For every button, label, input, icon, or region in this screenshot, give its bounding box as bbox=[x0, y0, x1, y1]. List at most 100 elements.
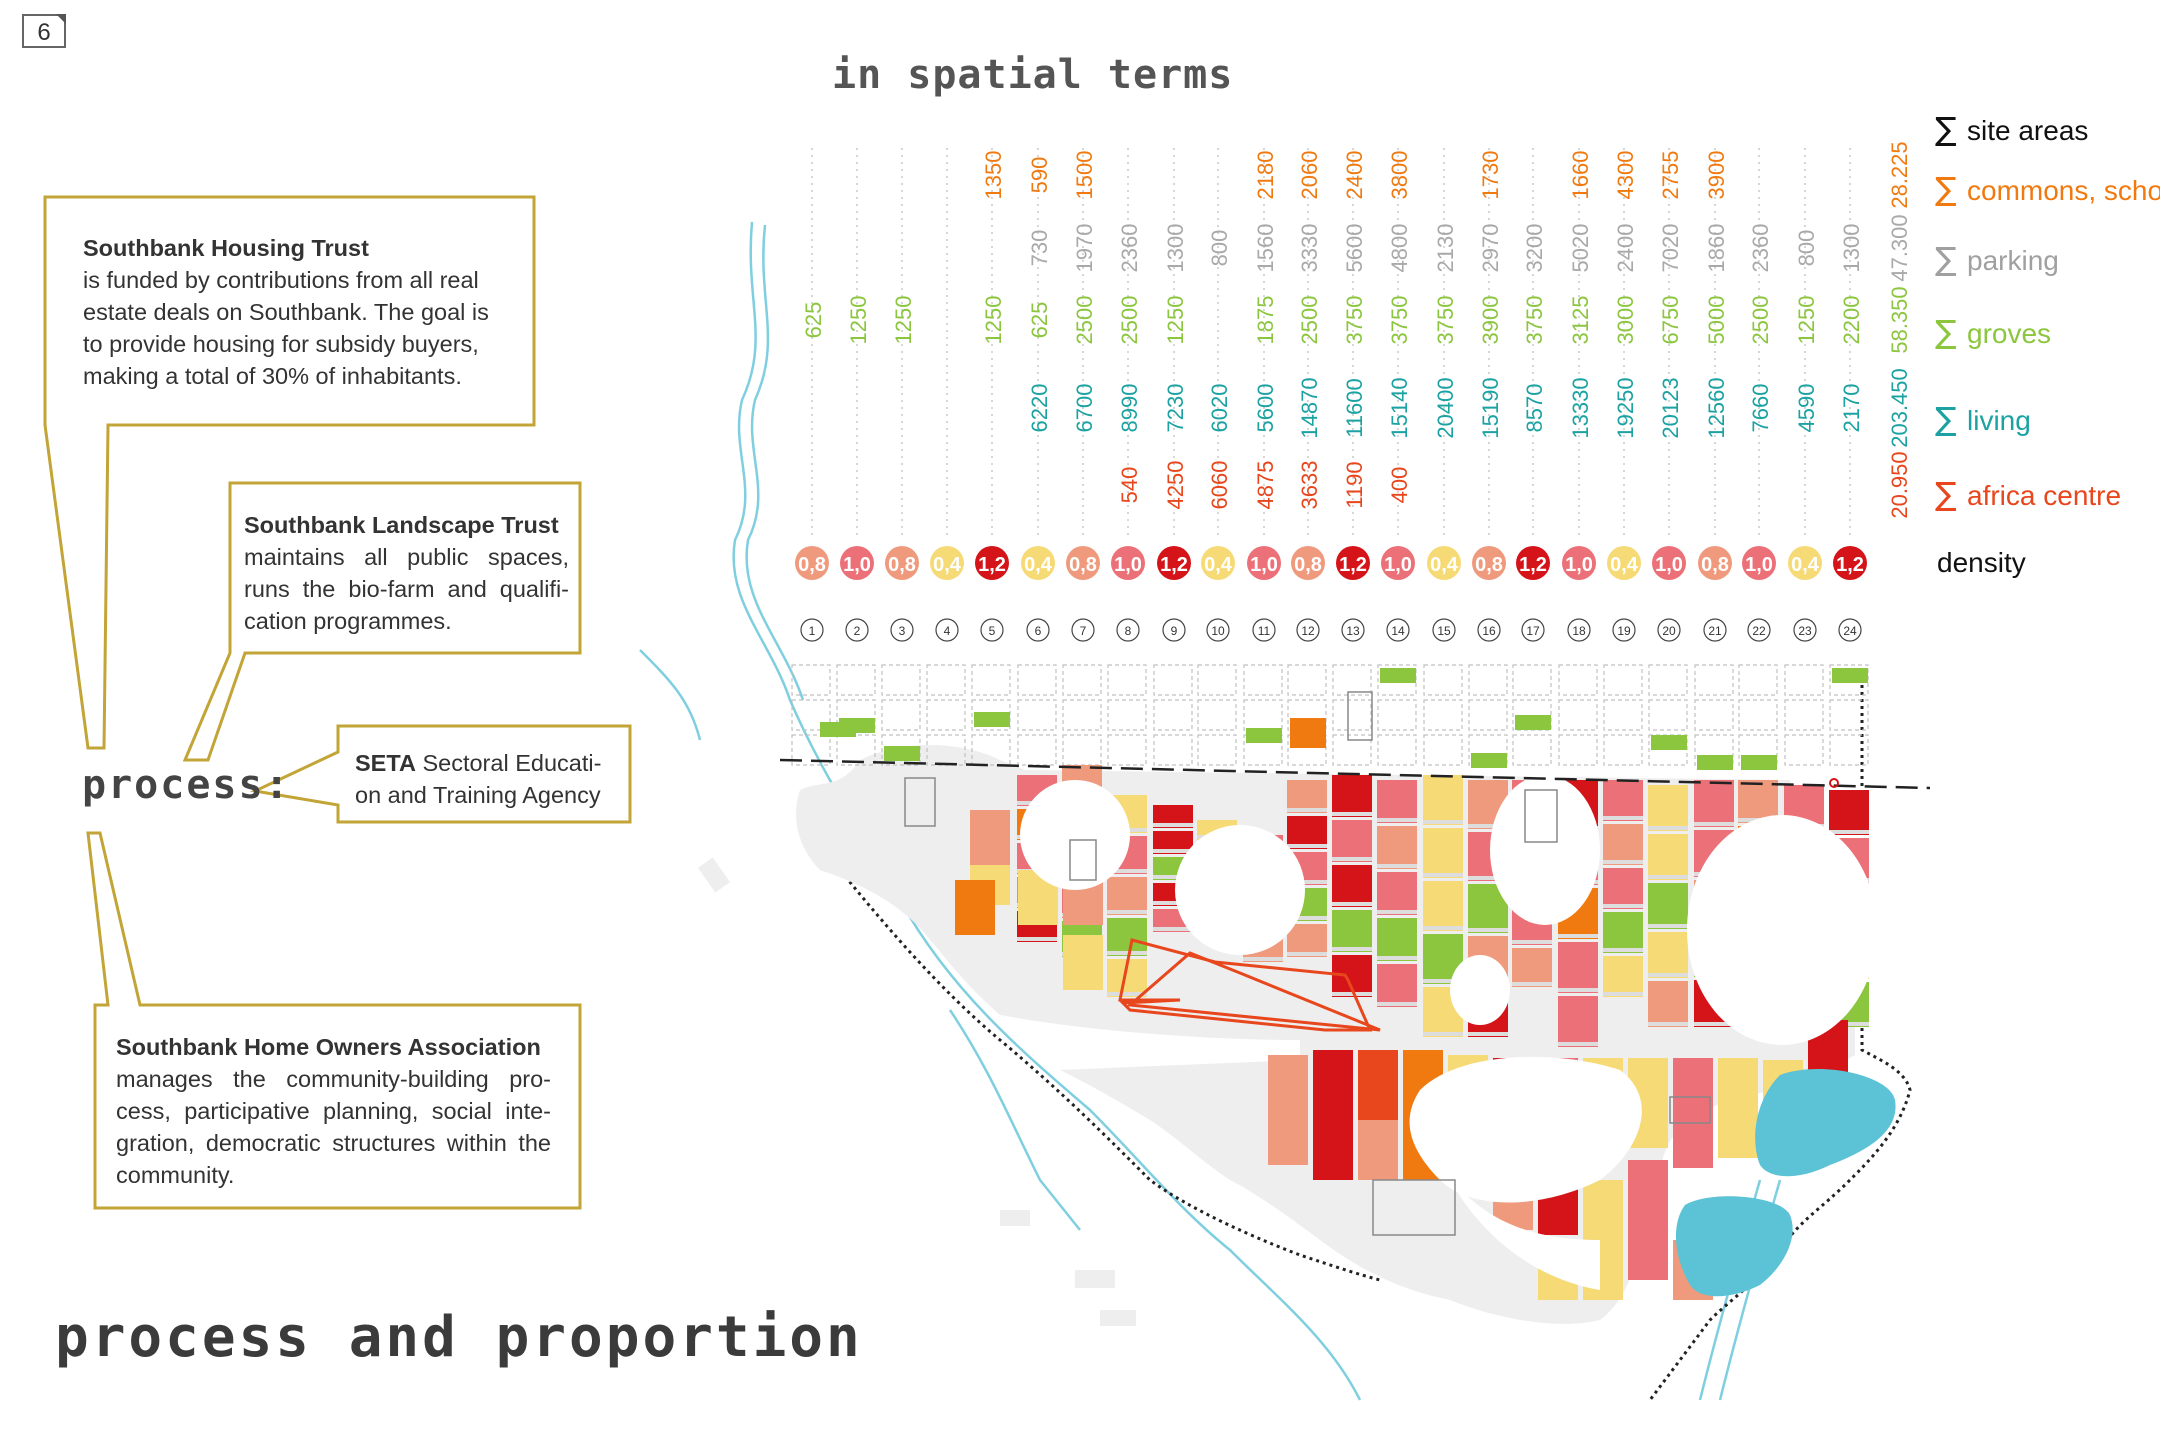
future-plot bbox=[1694, 664, 1734, 696]
site-groves-value: 2200 bbox=[1839, 296, 1864, 345]
legend-commons: commons, scho bbox=[1967, 175, 2160, 206]
future-plot bbox=[1423, 734, 1463, 766]
future-plot bbox=[1377, 699, 1417, 731]
grove-plot bbox=[1741, 755, 1777, 770]
site-id-label: 17 bbox=[1526, 624, 1540, 638]
site-parking-value: 7020 bbox=[1658, 224, 1683, 273]
future-plot bbox=[1648, 664, 1688, 696]
future-plot bbox=[1738, 699, 1778, 731]
plan-block bbox=[1423, 881, 1463, 931]
plan-block bbox=[1377, 964, 1417, 1007]
density-value: 1,0 bbox=[1250, 554, 1278, 576]
future-plot bbox=[881, 699, 921, 731]
parking-strip bbox=[1512, 982, 1552, 986]
site-commons-value: 1660 bbox=[1568, 151, 1593, 200]
site-commons-value: 1350 bbox=[981, 151, 1006, 200]
site-living-value: 8990 bbox=[1117, 384, 1142, 433]
grove-plot bbox=[1246, 728, 1282, 743]
site-id-circle bbox=[935, 618, 959, 642]
parking-strip bbox=[1423, 820, 1463, 824]
site-parking-value: 730 bbox=[1027, 230, 1052, 267]
site-id-label: 10 bbox=[1211, 624, 1225, 638]
future-plot bbox=[1558, 699, 1598, 731]
site-commons-value: 2755 bbox=[1658, 151, 1683, 200]
future-plot bbox=[1784, 734, 1824, 766]
future-plot bbox=[881, 664, 921, 696]
future-plot bbox=[1829, 699, 1869, 731]
density-circle bbox=[1157, 546, 1191, 580]
seta-heading: SETA bbox=[355, 750, 416, 776]
future-plot bbox=[1558, 664, 1598, 696]
plan-block bbox=[1603, 780, 1643, 821]
plan-block bbox=[1673, 1058, 1713, 1168]
plan-block bbox=[1313, 1120, 1353, 1180]
future-plot bbox=[1468, 699, 1508, 731]
future-plot bbox=[1197, 664, 1237, 696]
future-plot bbox=[1332, 734, 1372, 766]
plan-block bbox=[1377, 780, 1417, 823]
future-plot bbox=[791, 664, 831, 696]
plan-block bbox=[1107, 918, 1147, 956]
site-commons-value: 3800 bbox=[1387, 151, 1412, 200]
parking-strip bbox=[1153, 901, 1193, 905]
density-value: 0,4 bbox=[1610, 554, 1639, 576]
site-groves-value: 3125 bbox=[1568, 296, 1593, 345]
site-groves-value: 2500 bbox=[1072, 296, 1097, 345]
density-value: 0,4 bbox=[1024, 554, 1053, 576]
home-owners-callout: Southbank Home Owners Association manage… bbox=[116, 1031, 551, 1191]
sigma-icon: ∑ bbox=[1935, 475, 1957, 513]
density-value: 1,2 bbox=[978, 554, 1006, 576]
legend-density: density bbox=[1937, 547, 2026, 578]
future-plot bbox=[1377, 734, 1417, 766]
plan-block bbox=[1153, 831, 1193, 854]
home-owners-heading: Southbank Home Owners Association bbox=[116, 1034, 541, 1060]
site-id-circle bbox=[1521, 618, 1545, 642]
site-parking-value: 2360 bbox=[1748, 224, 1773, 273]
plan-block bbox=[1718, 1058, 1758, 1158]
plan-block bbox=[1287, 924, 1327, 957]
future-plot bbox=[1107, 699, 1147, 731]
parking-strip bbox=[1648, 973, 1688, 977]
grove-plot bbox=[839, 718, 875, 733]
site-groves-value: 5000 bbox=[1704, 296, 1729, 345]
future-plot bbox=[1423, 664, 1463, 696]
site-id-label: 12 bbox=[1301, 624, 1315, 638]
commons-plot bbox=[1290, 718, 1326, 748]
future-plot bbox=[1017, 734, 1057, 766]
density-value: 1,0 bbox=[1114, 554, 1142, 576]
density-circle bbox=[1066, 546, 1100, 580]
future-plot bbox=[1603, 664, 1643, 696]
site-living-value: 20123 bbox=[1658, 377, 1683, 438]
plan-block bbox=[1648, 932, 1688, 978]
site-parking-value: 4800 bbox=[1387, 224, 1412, 273]
density-circle bbox=[795, 546, 829, 580]
process-label: process: bbox=[82, 762, 291, 808]
site-living-value: 19250 bbox=[1613, 377, 1638, 438]
site-commons-value: 1730 bbox=[1478, 151, 1503, 200]
site-groves-value: 1250 bbox=[981, 296, 1006, 345]
site-commons-value: 4300 bbox=[1613, 151, 1638, 200]
total-commons: 28.225 bbox=[1887, 141, 1912, 208]
future-plot bbox=[1243, 664, 1283, 696]
legend-parking: parking bbox=[1967, 245, 2059, 276]
density-value: 0,8 bbox=[888, 554, 916, 576]
parking-strip bbox=[1287, 844, 1327, 848]
site-living-value: 6220 bbox=[1027, 384, 1052, 433]
site-id-circle bbox=[1162, 618, 1186, 642]
future-plot bbox=[926, 699, 966, 731]
parking-strip bbox=[1829, 1022, 1869, 1026]
site-id-label: 13 bbox=[1346, 624, 1360, 638]
parking-strip bbox=[1287, 880, 1327, 884]
plan-block bbox=[1332, 820, 1372, 862]
site-africa-centre-value: 400 bbox=[1387, 467, 1412, 504]
plan-block bbox=[1583, 1180, 1623, 1240]
parking-strip bbox=[1423, 979, 1463, 983]
density-value: 1,0 bbox=[1384, 554, 1412, 576]
site-living-value: 5600 bbox=[1253, 384, 1278, 433]
future-plot bbox=[791, 699, 831, 731]
future-plot bbox=[1017, 664, 1057, 696]
parking-strip bbox=[1153, 927, 1193, 931]
density-circle bbox=[1607, 546, 1641, 580]
site-parking-value: 5600 bbox=[1342, 224, 1367, 273]
